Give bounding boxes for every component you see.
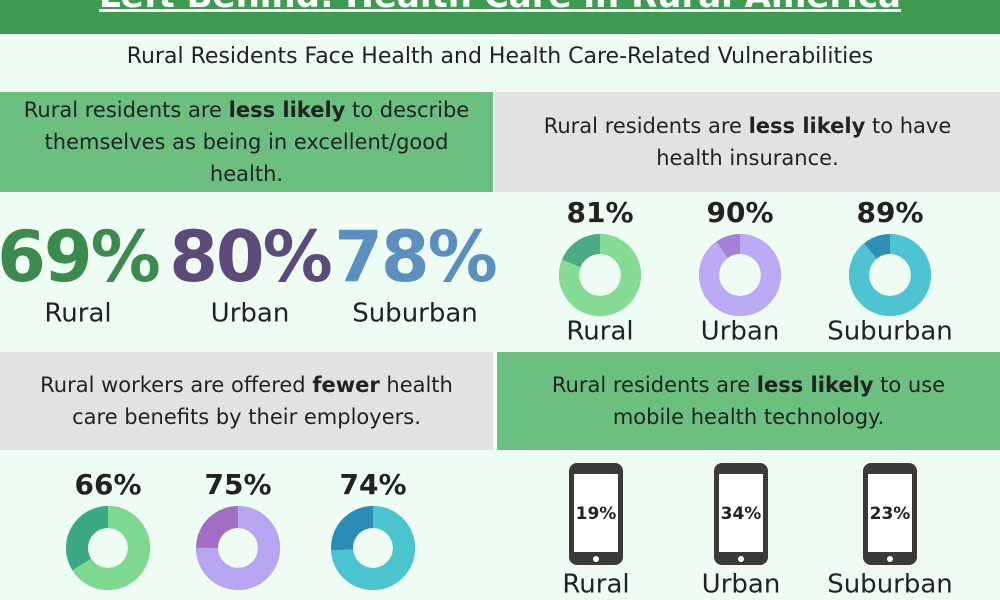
group-label: Urban [702, 570, 781, 600]
heading-part: to have health insurance. [656, 114, 952, 170]
donut-arc [849, 234, 931, 316]
group-label: Rural [44, 299, 111, 329]
heading-emphasis: fewer [312, 373, 380, 397]
heading-text: Rural residents are less likely to descr… [20, 94, 473, 190]
big-number: 69% [0, 216, 159, 298]
panel-heading: Rural residents are less likely to have … [495, 92, 1000, 192]
title-bar [0, 0, 1000, 34]
big-number: 78% [334, 216, 496, 298]
donut-arc [196, 506, 280, 590]
phone-button [593, 556, 599, 562]
donut-arc [699, 234, 781, 316]
phone-value: 19% [576, 504, 617, 524]
group-label: Suburban [310, 597, 436, 600]
heading-part: to use mobile health technology. [612, 373, 946, 429]
panel-heading: Rural residents are less likely to use m… [497, 352, 1000, 450]
donut-arc [559, 234, 641, 316]
panel-heading: Rural workers are offered fewer health c… [0, 352, 493, 450]
heading-part: to describe themselves as being in excel… [44, 98, 470, 186]
percent-label: 90% [706, 196, 773, 229]
phone-value: 23% [870, 504, 911, 524]
heading-text: Rural residents are less likely to use m… [517, 369, 980, 433]
phone-value: 34% [721, 504, 762, 524]
percent-label: 89% [856, 196, 923, 229]
title: Left Behind: Health Care in Rural Americ… [0, 0, 1000, 16]
phone-button [738, 556, 744, 562]
percent-label: 66% [74, 468, 141, 501]
phone-screen [868, 474, 912, 552]
heading-emphasis: less likely [756, 373, 874, 397]
phone-screen [719, 474, 763, 552]
big-number: 80% [169, 216, 331, 298]
percent-label: 81% [566, 196, 633, 229]
group-label: Rural [562, 570, 629, 600]
heading-emphasis: less likely [228, 98, 346, 122]
heading-part: health care benefits by their employers. [72, 373, 453, 429]
heading-emphasis: less likely [748, 114, 866, 138]
percent-label: 75% [204, 468, 271, 501]
group-label: Suburban [352, 299, 478, 329]
group-label: Rural [566, 317, 633, 347]
heading-part: Rural residents are [23, 98, 229, 122]
panel-heading: Rural residents are less likely to descr… [0, 92, 493, 192]
group-label: Suburban [827, 317, 953, 347]
heading-part: Rural residents are [543, 114, 749, 138]
donut-arc [331, 506, 415, 590]
donut-arc [66, 506, 150, 590]
heading-part: Rural residents are [551, 373, 757, 397]
group-label: Urban [701, 317, 780, 347]
group-label: Suburban [827, 570, 953, 600]
phone-screen [574, 474, 618, 552]
heading-text: Rural residents are less likely to have … [515, 110, 980, 174]
group-label: Urban [199, 597, 278, 600]
percent-label: 74% [339, 468, 406, 501]
subtitle: Rural Residents Face Health and Health C… [126, 44, 874, 69]
phone-button [887, 556, 893, 562]
group-label: Urban [211, 299, 290, 329]
heading-part: Rural workers are offered [40, 373, 313, 397]
heading-text: Rural workers are offered fewer health c… [20, 369, 473, 433]
group-label: Rural [74, 597, 141, 600]
